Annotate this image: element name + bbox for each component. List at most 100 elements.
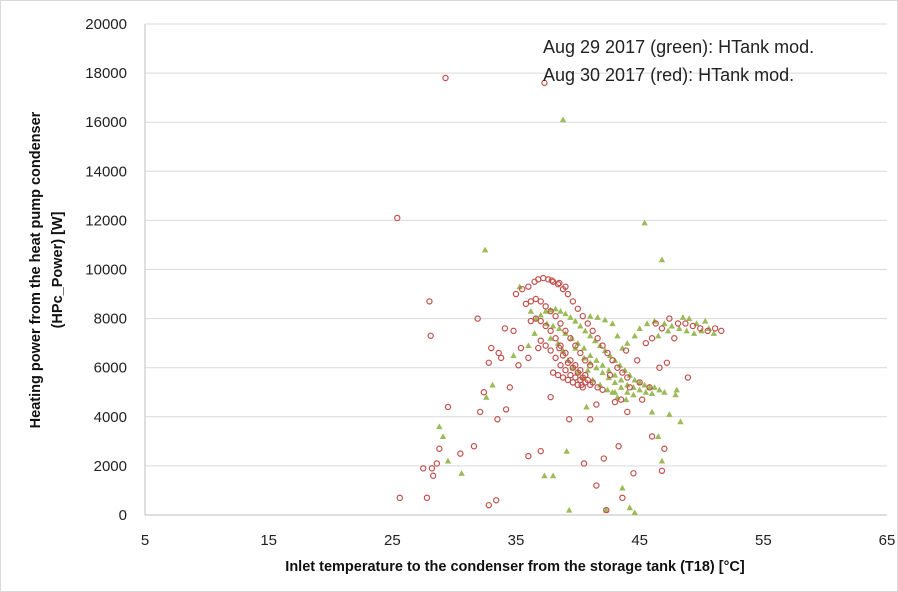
red-point xyxy=(552,312,559,320)
red-point xyxy=(600,455,608,462)
red-point xyxy=(518,285,526,293)
red-point xyxy=(480,389,488,396)
green-point xyxy=(541,472,548,479)
red-point xyxy=(557,320,564,327)
red-point xyxy=(562,366,569,374)
y-tick-label: 8000 xyxy=(94,311,127,328)
red-point xyxy=(589,379,596,386)
green-point xyxy=(656,386,663,393)
red-point xyxy=(593,401,600,408)
red-point xyxy=(697,325,704,332)
red-point xyxy=(547,308,554,315)
red-point xyxy=(689,322,697,330)
red-point xyxy=(515,362,522,369)
red-point xyxy=(525,354,532,362)
green-point xyxy=(593,364,600,371)
red-point xyxy=(562,327,569,335)
green-point xyxy=(559,116,567,123)
red-point xyxy=(497,354,505,362)
red-point xyxy=(671,335,678,342)
y-tick-label: 12000 xyxy=(85,212,127,229)
red-point xyxy=(420,465,427,472)
red-point xyxy=(535,344,542,352)
y-tick-labels: 0 2000 4000 6000 8000 10000 12000 14000 16000 180… xyxy=(85,16,127,524)
red-point xyxy=(427,332,434,339)
red-point xyxy=(663,359,671,366)
red-point xyxy=(617,396,625,403)
red-point xyxy=(622,347,630,354)
red-point xyxy=(556,279,563,287)
x-tick-label: 45 xyxy=(631,532,648,549)
red-point xyxy=(630,470,637,477)
red-point xyxy=(532,295,539,303)
red-point xyxy=(704,327,711,335)
green-point xyxy=(630,391,637,398)
green-point xyxy=(605,366,612,373)
green-point xyxy=(673,386,680,393)
red-point xyxy=(565,416,573,423)
green-point xyxy=(593,357,600,363)
red-point xyxy=(619,494,626,502)
red-point xyxy=(394,214,401,222)
green-point xyxy=(569,364,577,371)
green-point xyxy=(542,308,549,314)
green-point xyxy=(516,283,523,290)
red-point xyxy=(577,349,584,357)
red-point xyxy=(542,303,549,310)
green-point xyxy=(655,433,662,439)
red-point xyxy=(457,450,464,457)
green-point xyxy=(624,381,631,388)
green-point xyxy=(436,423,443,430)
green-point xyxy=(574,369,582,376)
green-point xyxy=(601,347,609,354)
y-tick-label: 20000 xyxy=(85,16,127,33)
red-point xyxy=(599,342,606,349)
red-point xyxy=(587,416,594,423)
y-axis-title-line-2: (HPc_Power) [W] xyxy=(50,211,66,328)
data-points xyxy=(394,74,725,516)
green-point xyxy=(617,376,625,383)
red-point xyxy=(594,384,601,391)
red-point xyxy=(580,460,588,467)
green-point xyxy=(554,339,562,346)
x-axis-title: Inlet temperature to the condenser from … xyxy=(285,559,745,575)
green-point xyxy=(584,366,591,373)
red-point xyxy=(593,482,600,489)
red-point xyxy=(396,494,403,502)
green-point xyxy=(631,376,638,383)
x-tick-label: 55 xyxy=(755,532,772,549)
red-point xyxy=(584,320,591,327)
green-point xyxy=(458,470,465,476)
red-point xyxy=(589,327,596,335)
green-point xyxy=(587,352,594,358)
y-tick-label: 16000 xyxy=(85,114,127,131)
green-point xyxy=(651,384,658,390)
green-point xyxy=(683,327,690,334)
red-point xyxy=(442,74,449,82)
red-point xyxy=(646,384,653,391)
green-point xyxy=(621,366,629,373)
x-tick-label: 15 xyxy=(260,532,277,549)
red-point xyxy=(574,369,582,376)
red-point xyxy=(556,344,563,352)
green-point xyxy=(631,509,638,516)
green-point xyxy=(537,311,544,318)
green-point xyxy=(591,337,599,344)
red-point xyxy=(648,433,656,440)
green-point xyxy=(587,332,594,339)
green-point xyxy=(685,315,693,322)
red-point xyxy=(510,327,517,335)
green-point xyxy=(525,342,532,349)
green-point xyxy=(603,506,610,513)
red-point xyxy=(626,384,633,391)
green-point xyxy=(655,332,662,339)
red-point xyxy=(522,300,530,308)
green-point xyxy=(552,305,559,312)
green-point xyxy=(572,317,579,324)
red-point xyxy=(517,344,525,352)
red-point xyxy=(684,374,692,381)
green-point xyxy=(676,325,683,331)
red-point xyxy=(506,384,514,391)
red-point xyxy=(547,327,554,335)
